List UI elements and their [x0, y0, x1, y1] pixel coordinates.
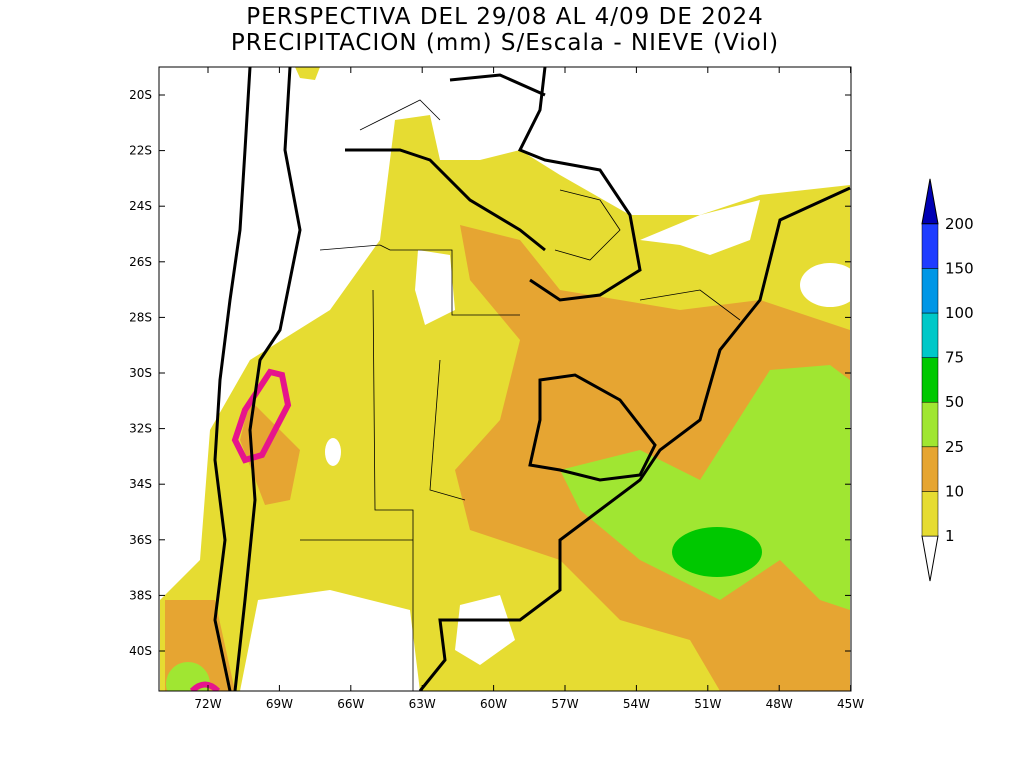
lon-label: 48W	[766, 697, 793, 711]
lat-label: 30S	[129, 366, 152, 380]
legend-label: 50	[945, 393, 964, 411]
lat-label: 38S	[129, 588, 152, 602]
legend-label: 1	[945, 527, 955, 545]
lon-label: 54W	[623, 697, 650, 711]
lat-label: 34S	[129, 477, 152, 491]
legend-label: 75	[945, 349, 964, 367]
legend-label: 100	[945, 304, 974, 322]
legend-box	[921, 268, 939, 314]
lon-label: 45W	[837, 697, 864, 711]
lat-label: 22S	[129, 144, 152, 158]
lat-label: 26S	[129, 255, 152, 269]
legend-arrow-high	[921, 178, 939, 225]
title-line: PERSPECTIVA DEL 29/08 AL 4/09 DE 2024	[246, 4, 763, 30]
lon-label: 51W	[694, 697, 721, 711]
legend-arrow-low	[921, 535, 939, 582]
lat-label: 32S	[129, 422, 152, 436]
lat-label: 24S	[129, 199, 152, 213]
legend-label: 25	[945, 438, 964, 456]
legend-label: 200	[945, 215, 974, 233]
lat-label: 36S	[129, 533, 152, 547]
lat-label: 40S	[129, 644, 152, 658]
legend-box	[921, 401, 939, 448]
lon-label: 72W	[194, 697, 221, 711]
lat-label: 20S	[129, 88, 152, 102]
lon-label: 57W	[551, 697, 578, 711]
legend-label: 10	[945, 482, 964, 500]
legend-box	[921, 357, 939, 403]
title-line: PRECIPITACION (mm) S/Escala - NIEVE (Vio…	[231, 30, 779, 56]
lon-label: 66W	[337, 697, 364, 711]
legend-label: 150	[945, 259, 974, 277]
lon-label: 69W	[266, 697, 293, 711]
lon-label: 60W	[480, 697, 507, 711]
legend-box	[921, 446, 939, 492]
legend-box	[921, 312, 939, 358]
legend-box	[921, 223, 939, 269]
map	[159, 67, 851, 691]
lon-label: 63W	[409, 697, 436, 711]
lat-label: 28S	[129, 310, 152, 324]
legend-box	[921, 491, 939, 537]
